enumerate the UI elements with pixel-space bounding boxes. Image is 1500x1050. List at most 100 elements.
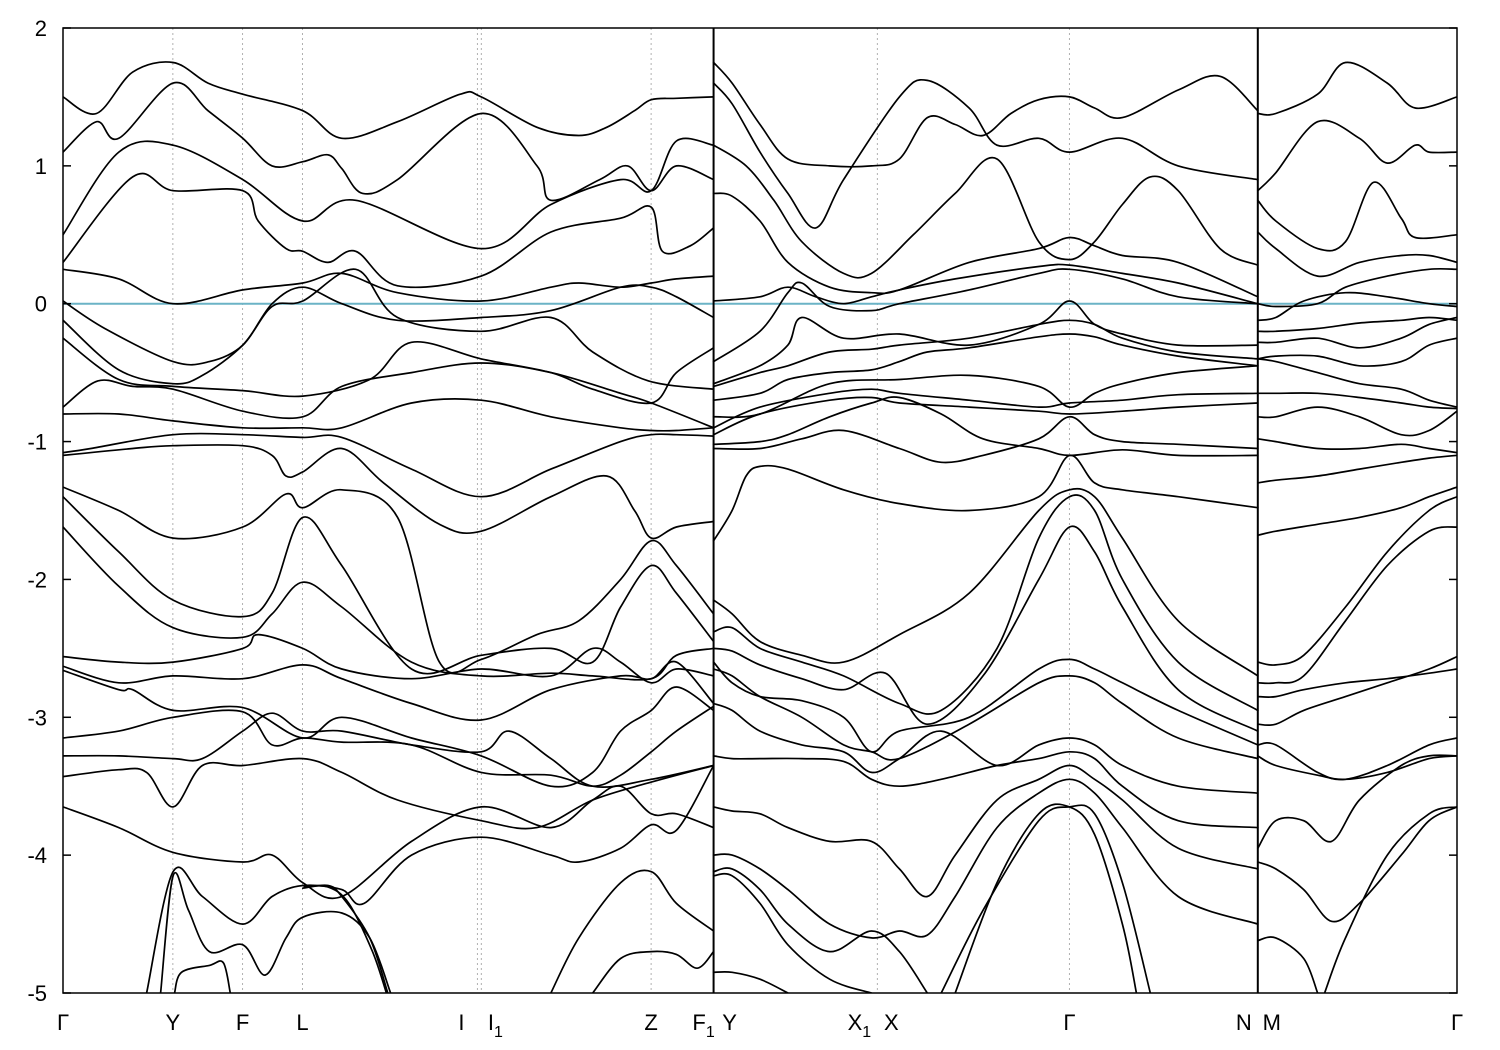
kpoint-label: F1 <box>692 1010 714 1041</box>
band-line-41 <box>712 396 1259 457</box>
band-line-1 <box>63 81 715 202</box>
band-line-53 <box>712 867 929 993</box>
y-tick-label: 2 <box>35 16 47 41</box>
band-line-5 <box>63 284 715 366</box>
y-tick-label: 0 <box>35 292 47 317</box>
band-line-28 <box>591 950 715 993</box>
band-line-59 <box>1256 119 1457 192</box>
band-line-17 <box>63 669 715 788</box>
band-line-54 <box>712 872 873 993</box>
band-line-47 <box>712 658 1259 753</box>
band-line-35 <box>712 300 1259 385</box>
kpoint-label: X1 <box>848 1010 872 1041</box>
band-line-80 <box>1256 806 1457 923</box>
band-line-34 <box>712 268 1259 363</box>
band-line-58 <box>1256 61 1457 116</box>
band-line-62 <box>1256 267 1457 308</box>
band-line-26 <box>303 884 388 993</box>
band-line-10 <box>63 432 715 498</box>
kpoint-label: M <box>1263 1010 1281 1035</box>
band-line-9 <box>63 398 715 432</box>
band-line-76 <box>1256 655 1457 727</box>
band-line-82 <box>1323 806 1457 993</box>
y-tick-label: -3 <box>27 705 47 730</box>
band-line-73 <box>1256 495 1457 666</box>
band-line-27 <box>550 869 715 993</box>
kpoint-label: I <box>458 1010 464 1035</box>
band-line-0 <box>63 61 715 140</box>
band-line-37 <box>712 333 1259 402</box>
band-line-74 <box>1256 526 1457 685</box>
band-line-75 <box>1256 668 1457 698</box>
band-line-11 <box>63 444 715 540</box>
band-line-3 <box>63 172 715 289</box>
band-line-79 <box>1256 754 1457 850</box>
band-line-72 <box>1256 486 1457 537</box>
band-line-71 <box>1256 454 1457 484</box>
band-line-52 <box>712 778 1259 939</box>
band-line-57 <box>954 803 1138 993</box>
band-line-39 <box>712 388 1259 429</box>
band-line-4 <box>63 268 715 305</box>
kpoint-label: Y <box>166 1010 181 1035</box>
kpoint-label: Y <box>722 1010 737 1035</box>
band-line-70 <box>1256 437 1457 454</box>
kpoint-label: L <box>296 1010 308 1035</box>
band-line-6 <box>63 268 715 391</box>
plot-frame <box>62 27 1458 994</box>
kpoint-label: Γ <box>57 1010 69 1035</box>
band-line-49 <box>712 702 1259 794</box>
band-line-23 <box>159 872 392 993</box>
plot-background <box>63 28 1457 993</box>
band-line-16 <box>63 660 715 722</box>
band-line-81 <box>1256 936 1319 993</box>
band-line-69 <box>1256 406 1457 437</box>
band-line-42 <box>712 415 1259 464</box>
kpoint-label: Γ <box>1451 1010 1463 1035</box>
band-line-48 <box>712 668 1259 761</box>
band-line-36 <box>712 319 1259 388</box>
band-line-50 <box>712 750 1259 829</box>
band-line-19 <box>63 712 715 788</box>
y-tick-label: 1 <box>35 154 47 179</box>
band-line-65 <box>1256 316 1457 349</box>
y-tick-labels: 2 1 0 -1 -2 -3 -4 -5 <box>27 16 47 1006</box>
band-line-66 <box>1256 337 1457 367</box>
y-tick-label: -2 <box>27 567 47 592</box>
band-line-45 <box>712 494 1259 715</box>
band-line-61 <box>1256 231 1457 278</box>
y-tick-label: -1 <box>27 430 47 455</box>
band-line-8 <box>63 362 715 429</box>
kpoint-label: Γ <box>1063 1010 1075 1035</box>
kpoint-label: X <box>884 1010 899 1035</box>
band-line-31 <box>712 144 1259 279</box>
band-line-13 <box>63 495 715 675</box>
y-tick-label: -4 <box>27 843 47 868</box>
band-line-32 <box>712 192 1259 298</box>
band-line-43 <box>712 454 1259 542</box>
y-tick-marks <box>63 27 1457 994</box>
band-line-46 <box>712 525 1259 732</box>
band-line-78 <box>1256 755 1457 781</box>
segment-break-lines <box>712 28 1259 993</box>
band-line-60 <box>1256 181 1457 252</box>
band-line-55 <box>712 970 789 993</box>
band-line-68 <box>1256 392 1457 410</box>
band-line-30 <box>712 79 1259 229</box>
band-line-21 <box>63 785 715 900</box>
band-line-14 <box>63 526 715 681</box>
band-lines <box>63 61 1457 993</box>
x-tick-labels: Γ Y F L I I1 Z F1 Y X1 X Γ N M Γ <box>57 1010 1463 1041</box>
band-line-2 <box>63 137 715 250</box>
band-line-22 <box>145 764 715 993</box>
band-line-44 <box>712 487 1259 677</box>
band-line-40 <box>712 396 1259 436</box>
band-line-64 <box>1256 316 1457 333</box>
band-line-67 <box>1256 358 1457 408</box>
band-line-24 <box>173 960 232 993</box>
band-line-29 <box>712 61 1259 168</box>
band-line-12 <box>63 486 715 674</box>
kpoint-label: F <box>236 1010 249 1035</box>
band-line-51 <box>712 764 1259 898</box>
